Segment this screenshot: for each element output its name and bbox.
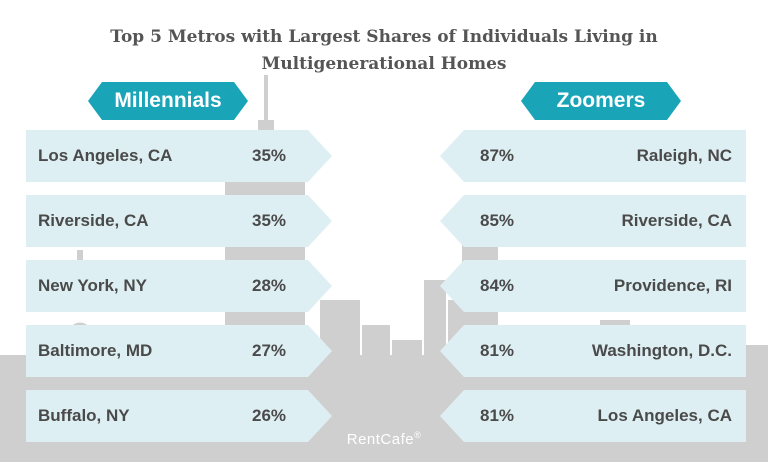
- share-value: 84%: [480, 276, 515, 295]
- share-value: 81%: [480, 341, 515, 360]
- row-arrow-shape: [440, 195, 746, 247]
- row-arrow-shape: [26, 260, 332, 312]
- millennials-row: New York, NY 28%: [26, 260, 332, 312]
- brand-name: RentCafe: [346, 431, 415, 448]
- metro-name: Riverside, CA: [621, 211, 732, 230]
- zoomers-row: 85% Riverside, CA: [440, 195, 746, 247]
- share-value: 35%: [252, 211, 287, 230]
- metro-name: Providence, RI: [613, 276, 732, 295]
- zoomers-row: 84% Providence, RI: [440, 260, 746, 312]
- millennials-label: Millennials: [114, 89, 222, 112]
- zoomers-label: Zoomers: [556, 89, 646, 112]
- rentcafe-logo: RentCafe®: [0, 430, 768, 448]
- share-value: 27%: [252, 341, 287, 360]
- zoomers-row: 87% Raleigh, NC: [440, 130, 746, 182]
- share-value: 26%: [252, 406, 287, 425]
- millennials-badge: Millennials: [88, 82, 248, 120]
- row-arrow-shape: [440, 325, 746, 377]
- metro-name: Riverside, CA: [38, 211, 149, 230]
- millennials-row: Los Angeles, CA 35%: [26, 130, 332, 182]
- row-arrow-shape: [26, 325, 332, 377]
- share-value: 87%: [480, 146, 515, 165]
- chart-title: Top 5 Metros with Largest Shares of Indi…: [0, 24, 768, 78]
- row-arrow-shape: [26, 195, 332, 247]
- row-arrow-shape: [440, 390, 746, 442]
- metro-name: Los Angeles, CA: [38, 146, 173, 165]
- title-line-2: Multigenerational Homes: [261, 54, 507, 74]
- zoomers-row: 81% Washington, D.C.: [440, 325, 746, 377]
- metro-name: New York, NY: [38, 276, 147, 295]
- metro-name: Los Angeles, CA: [597, 406, 732, 425]
- zoomers-row: 81% Los Angeles, CA: [440, 390, 746, 442]
- zoomers-badge: Zoomers: [521, 82, 681, 120]
- metro-name: Baltimore, MD: [38, 341, 153, 360]
- title-line-1: Top 5 Metros with Largest Shares of Indi…: [110, 27, 658, 47]
- row-arrow-shape: [440, 260, 746, 312]
- millennials-row: Baltimore, MD 27%: [26, 325, 332, 377]
- row-arrow-shape: [26, 130, 332, 182]
- share-value: 35%: [252, 146, 287, 165]
- metro-name: Raleigh, NC: [636, 146, 732, 165]
- badge-shape: [521, 82, 681, 120]
- metro-name: Buffalo, NY: [38, 406, 130, 425]
- row-arrow-shape: [440, 130, 746, 182]
- row-arrow-shape: [26, 390, 332, 442]
- millennials-row: Buffalo, NY 26%: [26, 390, 332, 442]
- registered-mark: ®: [414, 430, 422, 440]
- share-value: 85%: [480, 211, 515, 230]
- millennials-row: Riverside, CA 35%: [26, 195, 332, 247]
- badge-shape: [88, 82, 248, 120]
- metro-name: Washington, D.C.: [591, 341, 732, 360]
- share-value: 81%: [480, 406, 515, 425]
- share-value: 28%: [252, 276, 287, 295]
